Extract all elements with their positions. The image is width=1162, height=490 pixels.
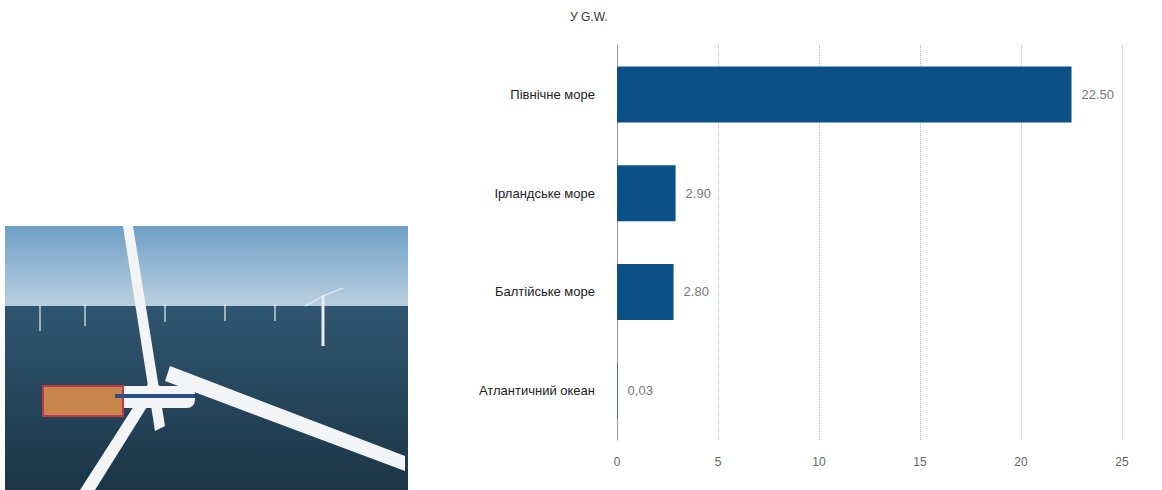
- svg-text:2.90: 2.90: [686, 186, 711, 201]
- svg-text:20: 20: [1014, 455, 1028, 469]
- svg-text:10: 10: [812, 455, 826, 469]
- svg-text:25: 25: [1115, 455, 1129, 469]
- svg-text:22.50: 22.50: [1082, 87, 1115, 102]
- svg-text:15: 15: [913, 455, 927, 469]
- svg-text:У G.W.: У G.W.: [570, 10, 608, 24]
- svg-text:Атлантичний океан: Атлантичний океан: [479, 383, 595, 398]
- svg-text:Ірландське море: Ірландське море: [494, 186, 595, 201]
- svg-text:5: 5: [715, 455, 722, 469]
- svg-text:0,03: 0,03: [628, 383, 653, 398]
- svg-text:Північне море: Північне море: [510, 87, 595, 102]
- svg-text:0: 0: [614, 455, 621, 469]
- svg-text:2.80: 2.80: [684, 284, 709, 299]
- svg-text:Балтійське море: Балтійське море: [495, 284, 595, 299]
